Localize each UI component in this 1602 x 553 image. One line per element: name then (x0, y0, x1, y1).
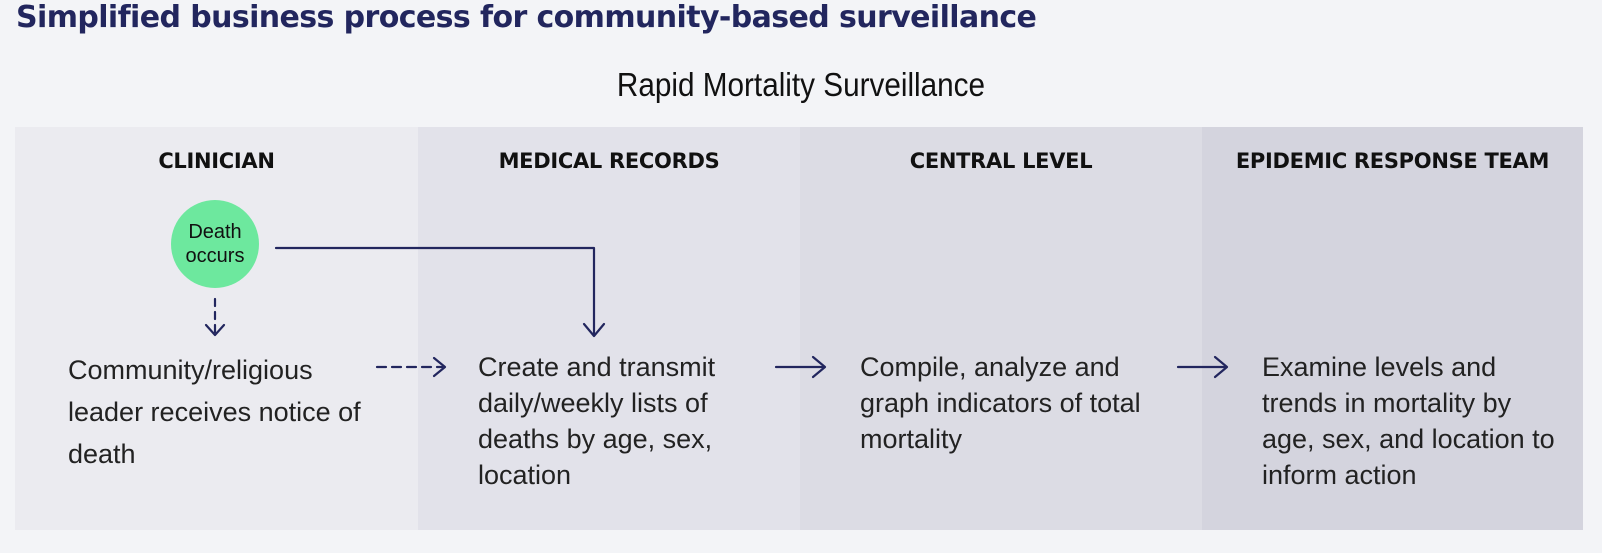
step-compile-analyze: Compile, analyze and graph indicators of… (860, 352, 1141, 454)
lane-header-medical-records: MEDICAL RECORDS (498, 149, 720, 173)
process-name: Rapid Mortality Surveillance (616, 66, 986, 103)
connector-leader-to-lists (375, 356, 447, 378)
start-event-label: Death occurs (185, 221, 245, 267)
step-community-leader-notice: Community/religious leader receives noti… (68, 355, 361, 469)
lane-header-epidemic-response-team: EPIDEMIC RESPONSE TEAM (1235, 149, 1550, 173)
start-event-death-occurs: Death occurs (171, 200, 259, 288)
lane-header-central-level: CENTRAL LEVEL (909, 149, 1093, 173)
lane-medical-records: MEDICAL RECORDS (418, 127, 800, 530)
lane-epidemic-response-team: EPIDEMIC RESPONSE TEAM (1202, 127, 1583, 530)
step-create-transmit-lists: Create and transmit daily/weekly lists o… (478, 352, 716, 490)
lane-central-level: CENTRAL LEVEL (800, 127, 1202, 530)
lane-clinician: CLINICIAN (15, 127, 418, 530)
step-examine-levels: Examine levels and trends in mortality b… (1262, 352, 1555, 490)
diagram-title: Simplified business process for communit… (16, 0, 1037, 35)
connector-lists-to-compile (774, 355, 827, 379)
connector-death-to-lists (274, 246, 606, 338)
connector-death-to-leader (204, 297, 226, 337)
connector-compile-to-examine (1176, 355, 1229, 379)
lane-header-clinician: CLINICIAN (158, 149, 275, 173)
